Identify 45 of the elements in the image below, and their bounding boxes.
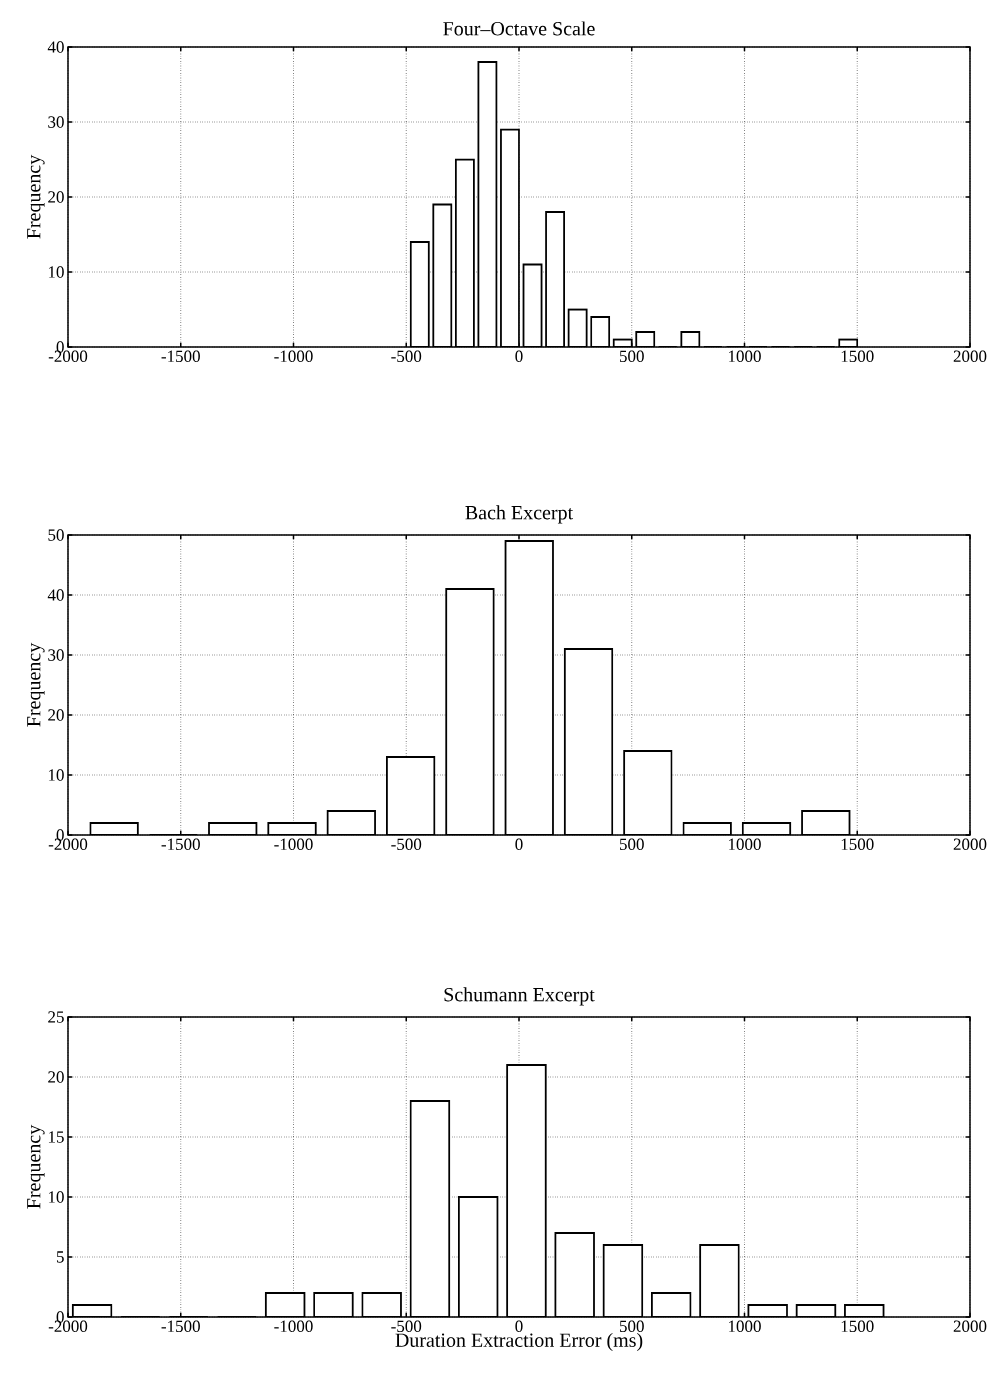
x-tick-label: -1500 (161, 838, 200, 851)
y-tick-label: 30 (48, 649, 64, 661)
x-tick-label: 1000 (728, 838, 761, 851)
y-tick-label: 20 (48, 709, 64, 721)
x-tick-label: -500 (391, 350, 422, 363)
y-tick-label: 15 (48, 1131, 64, 1143)
x-tick-label: 0 (515, 350, 523, 363)
y-tick-label: 30 (48, 116, 64, 128)
y-tick-label: 10 (48, 1191, 64, 1203)
y-tick-label: 20 (48, 1071, 64, 1083)
x-tick-label: 2000 (953, 1320, 987, 1333)
x-tick-label: -1000 (274, 350, 313, 363)
x-tick-label: 500 (619, 838, 644, 851)
x-tick-label: -1000 (274, 1320, 313, 1333)
y-tick-label: 40 (47, 589, 64, 601)
y-tick-label: 40 (47, 41, 64, 53)
x-tick-label: 2000 (953, 350, 987, 363)
y-tick-label: 10 (48, 769, 64, 781)
y-axis-title: Frequency (27, 1124, 45, 1209)
y-axis-title: Frequency (27, 642, 45, 727)
x-tick-label: -500 (391, 838, 422, 851)
x-tick-label: 1000 (728, 350, 761, 363)
x-tick-label: -1000 (274, 838, 313, 851)
x-tick-label: 2000 (953, 838, 987, 851)
y-axis-title: Frequency (27, 154, 45, 239)
x-tick-label: 1500 (841, 1320, 874, 1333)
x-tick-label: -1500 (161, 350, 200, 363)
y-tick-label: 25 (48, 1011, 64, 1023)
x-tick-label: 0 (515, 838, 523, 851)
x-tick-label: 0 (515, 1320, 523, 1333)
x-tick-label: 1000 (728, 1320, 761, 1333)
x-tick-label: 1500 (841, 838, 874, 851)
y-tick-label: 20 (48, 191, 64, 203)
chart-title: Bach Excerpt (465, 505, 574, 524)
x-tick-label: 500 (619, 1320, 644, 1333)
x-tick-label: 500 (619, 350, 644, 363)
x-tick-label: 1500 (841, 350, 874, 363)
chart-title: Four–Octave Scale (443, 21, 595, 36)
x-axis-title: Duration Extraction Error (ms) (395, 1332, 643, 1352)
chart-title: Schumann Excerpt (444, 987, 595, 1006)
x-tick-label: -500 (391, 1320, 422, 1333)
y-tick-label: 10 (48, 266, 64, 278)
x-tick-label: -1500 (161, 1320, 200, 1333)
y-tick-label: 5 (56, 1251, 64, 1263)
y-tick-label: 50 (48, 529, 64, 541)
